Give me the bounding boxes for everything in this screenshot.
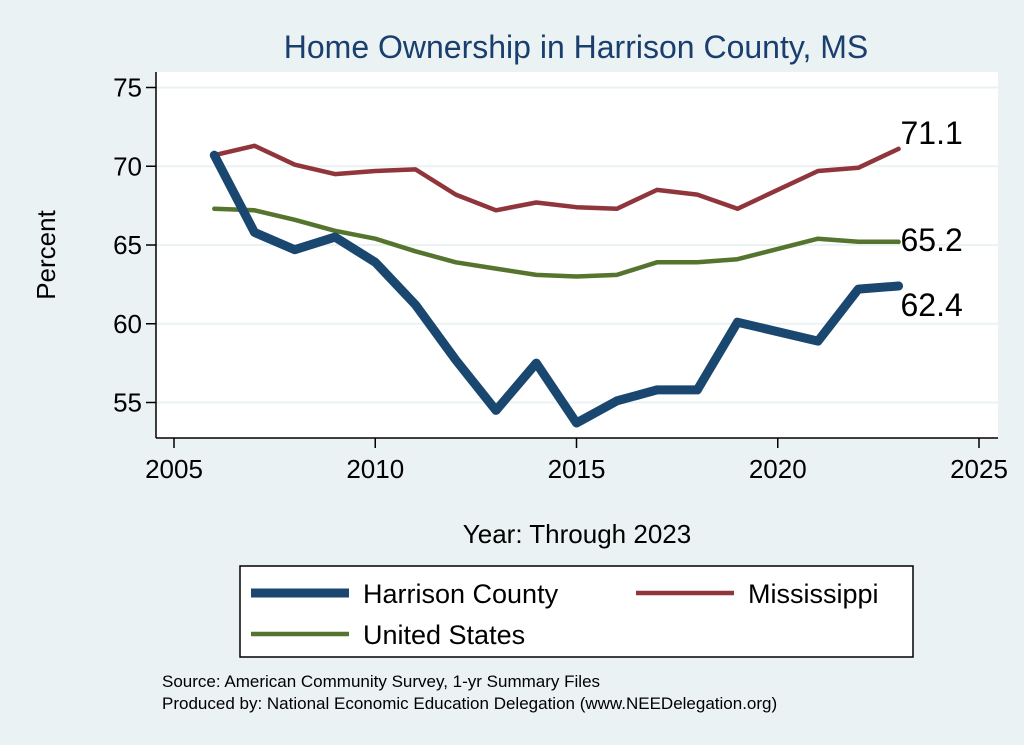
mississippi-line <box>212 143 901 213</box>
y-tick-label: 75 <box>113 73 142 103</box>
legend-label-harrison-county: Harrison County <box>363 579 559 609</box>
plot-area <box>156 72 998 438</box>
harrison-county-end-label: 62.4 <box>901 287 963 323</box>
y-axis-label: Percent <box>31 209 61 299</box>
legend-box <box>239 565 914 658</box>
x-tick-label: 2015 <box>548 454 606 484</box>
y-tick-label: 70 <box>113 151 142 181</box>
united-states-end-label: 65.2 <box>901 222 963 258</box>
end-labels: 62.4 71.1 65.2 <box>901 115 963 323</box>
x-tick-label: 2010 <box>346 454 404 484</box>
producer-note: Produced by: National Economic Education… <box>162 694 777 713</box>
source-note: Source: American Community Survey, 1-yr … <box>162 672 600 691</box>
legend-label-united-states: United States <box>363 620 525 650</box>
x-tick-label: 2005 <box>145 454 203 484</box>
united-states-line <box>212 206 901 279</box>
axes: 55 60 65 70 75 2005 2010 2015 2020 2025 <box>113 72 1008 484</box>
mississippi-end-point <box>896 146 901 152</box>
mississippi-end-label: 71.1 <box>901 115 963 151</box>
chart-title: Home Ownership in Harrison County, MS <box>284 29 869 65</box>
y-tick-label: 65 <box>113 230 142 260</box>
y-tick-label: 55 <box>113 388 142 418</box>
series-lines <box>209 143 903 428</box>
legend-label-mississippi: Mississippi <box>748 579 879 609</box>
y-tick-label: 60 <box>113 309 142 339</box>
legend: Harrison County Mississippi United States <box>239 565 914 658</box>
united-states-end-point <box>896 239 901 245</box>
harrison-county-end-point <box>894 281 903 291</box>
x-tick-label: 2025 <box>950 454 1008 484</box>
x-tick-label: 2020 <box>749 454 807 484</box>
x-axis-label: Year: Through 2023 <box>463 519 691 549</box>
harrison-county-line <box>209 150 903 428</box>
